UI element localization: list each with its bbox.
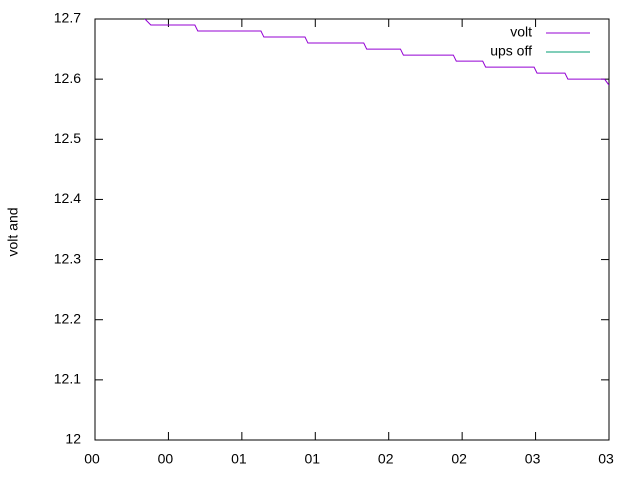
y-tick-label: 12.2	[54, 310, 81, 326]
x-tick-label: 00	[158, 451, 174, 467]
y-tick-label: 12.5	[54, 130, 81, 146]
legend-label: volt	[510, 24, 532, 40]
y-tick-label: 12	[65, 431, 81, 447]
x-tick-label: 02	[451, 451, 467, 467]
y-tick-label: 12.6	[54, 70, 81, 86]
y-tick-label: 12.4	[54, 190, 81, 206]
legend-label: ups off	[490, 43, 532, 59]
data-line	[144, 19, 609, 86]
y-tick-label: 12.1	[54, 371, 81, 387]
y-tick-label: 12.3	[54, 250, 81, 266]
x-tick-label: 03	[525, 451, 541, 467]
x-tick-label: 02	[378, 451, 394, 467]
x-tick-label: 00	[84, 451, 100, 467]
y-axis-label: volt and	[5, 207, 21, 256]
x-tick-label: 01	[231, 451, 247, 467]
x-tick-label: 03	[598, 451, 614, 467]
plot-border	[94, 18, 610, 441]
x-tick-label: 01	[304, 451, 320, 467]
y-tick-label: 12.7	[54, 10, 81, 26]
